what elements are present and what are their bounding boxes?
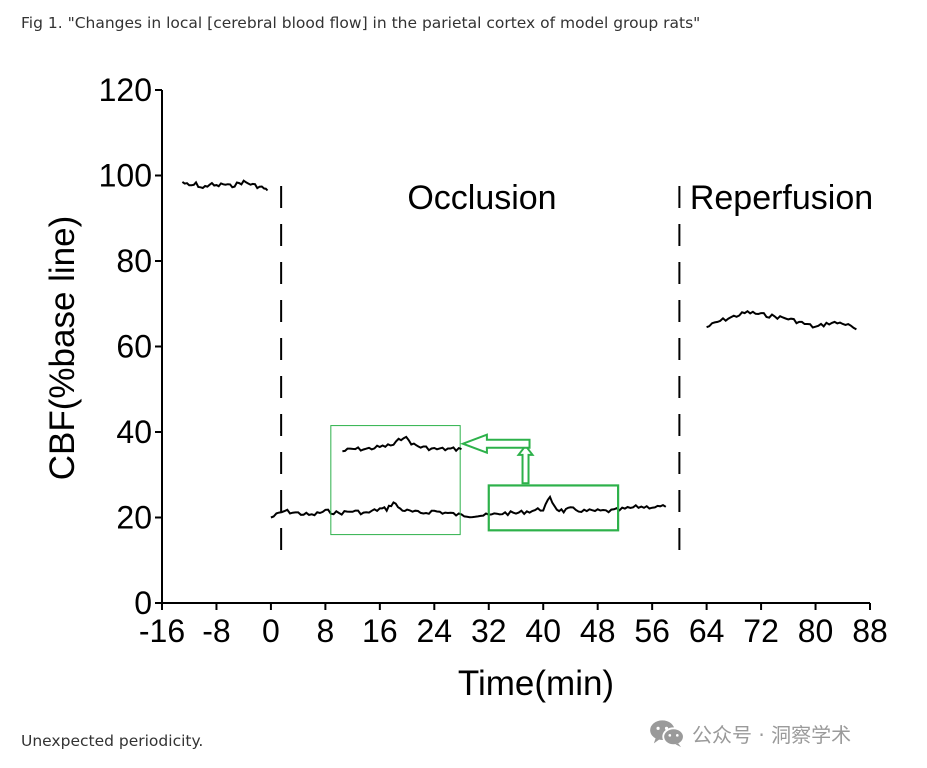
x-tick-label: -16 bbox=[139, 613, 185, 649]
x-tick-label: 56 bbox=[634, 613, 670, 649]
arrow-up bbox=[516, 444, 535, 485]
data-lines bbox=[181, 179, 857, 519]
cbf-trace-2 bbox=[270, 494, 667, 519]
y-tick-label: 0 bbox=[134, 585, 152, 621]
x-tick-label: 40 bbox=[525, 613, 561, 649]
x-axis-title: Time(min) bbox=[458, 664, 614, 703]
figure-caption: Fig 1. "Changes in local [cerebral blood… bbox=[21, 14, 701, 32]
y-tick-label: 40 bbox=[116, 414, 152, 450]
x-tick-label: 0 bbox=[262, 613, 280, 649]
x-tick-label: 48 bbox=[580, 613, 616, 649]
x-tick-label: 8 bbox=[316, 613, 334, 649]
inset-group bbox=[330, 425, 620, 536]
arrow-left bbox=[460, 433, 531, 455]
x-tick-label: 80 bbox=[798, 613, 834, 649]
y-tick-label: 100 bbox=[99, 158, 152, 194]
x-tick-label: 24 bbox=[417, 613, 453, 649]
inset-frame bbox=[330, 425, 461, 536]
x-tick-label: 16 bbox=[362, 613, 398, 649]
y-tick-label: 120 bbox=[99, 72, 152, 108]
wechat-icon bbox=[650, 720, 685, 748]
phase-lines: Occlusion Reperfusion bbox=[280, 179, 873, 550]
source-highlight-box bbox=[487, 484, 620, 532]
cbf-trace-3 bbox=[706, 309, 857, 331]
watermark: 公众号 · 洞察学术 bbox=[648, 716, 910, 750]
y-tick-label: 20 bbox=[116, 500, 152, 536]
inset-trace bbox=[342, 435, 462, 453]
figure-footnote: Unexpected periodicity. bbox=[21, 732, 204, 750]
y-axis-title: CBF(%base line) bbox=[43, 216, 82, 481]
watermark-text: 公众号 · 洞察学术 bbox=[692, 722, 852, 747]
x-tick-label: 32 bbox=[471, 613, 507, 649]
x-tick-label: 88 bbox=[852, 613, 888, 649]
reperfusion-label: Reperfusion bbox=[690, 179, 873, 217]
y-tick-label: 80 bbox=[116, 243, 152, 279]
chart-axes bbox=[161, 90, 870, 604]
x-tick-label: -8 bbox=[202, 613, 230, 649]
y-tick-label: 60 bbox=[116, 329, 152, 365]
cbf-trace-1 bbox=[181, 179, 269, 192]
x-tick-label: 72 bbox=[743, 613, 779, 649]
occlusion-label: Occlusion bbox=[407, 179, 556, 217]
x-tick-label: 64 bbox=[689, 613, 725, 649]
